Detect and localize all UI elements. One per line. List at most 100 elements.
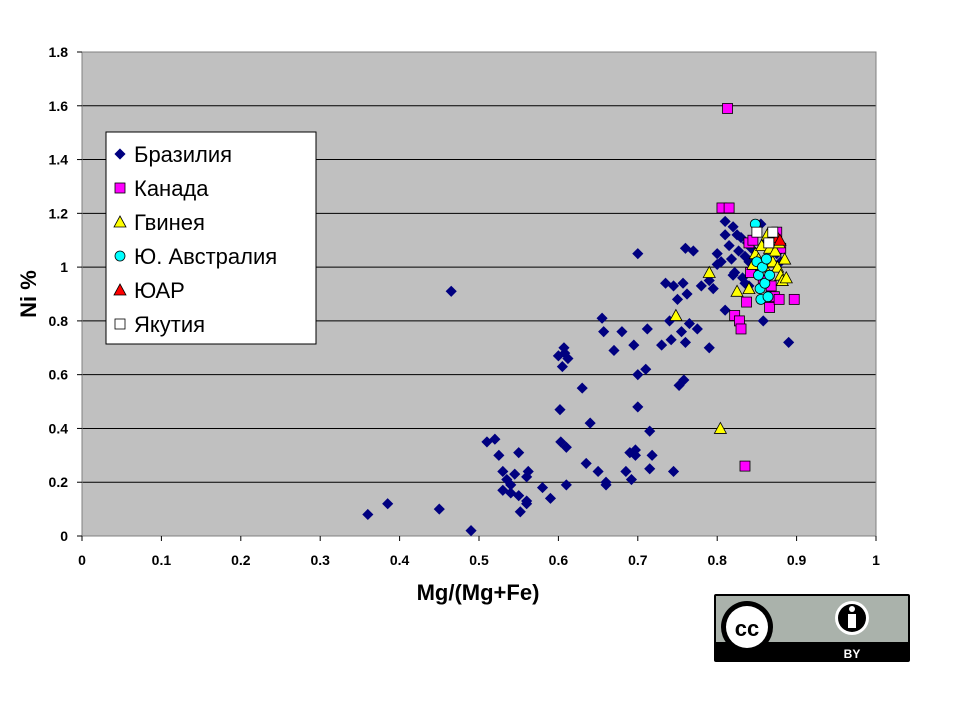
legend-label: Канада	[134, 176, 209, 201]
data-point	[598, 326, 610, 338]
data-point	[741, 296, 752, 308]
data-point	[667, 465, 680, 478]
data-point	[691, 323, 703, 335]
x-tick-label: 0	[78, 552, 86, 568]
data-point	[608, 344, 620, 357]
data-point	[762, 291, 774, 303]
data-point	[723, 202, 735, 214]
data-point	[616, 326, 628, 338]
data-point	[757, 315, 769, 327]
data-point	[465, 525, 477, 537]
data-point	[433, 503, 445, 515]
data-point	[521, 495, 533, 507]
data-point	[722, 103, 733, 114]
data-point	[703, 274, 715, 287]
legend: Бразилия Канада Гвинея Ю. Австралия ЮАР Якути…	[105, 131, 317, 345]
data-point	[632, 401, 644, 413]
data-point	[584, 417, 596, 429]
x-tick-label: 0.1	[152, 552, 172, 568]
data-point	[723, 240, 735, 252]
data-point	[667, 280, 680, 292]
data-point	[779, 271, 793, 284]
data-point	[675, 326, 688, 338]
data-point	[719, 229, 731, 241]
data-point	[715, 256, 727, 268]
data-point	[711, 248, 723, 260]
data-point	[707, 283, 719, 295]
data-point	[702, 265, 716, 278]
data-point	[514, 506, 526, 518]
data-point	[665, 334, 677, 346]
data-point	[445, 285, 457, 297]
data-point	[562, 352, 574, 365]
data-point	[560, 441, 572, 453]
data-point	[703, 342, 715, 354]
data-point	[554, 404, 566, 416]
data-point	[735, 231, 747, 244]
data-point	[505, 487, 517, 499]
data-point	[362, 508, 374, 521]
data-point	[764, 269, 776, 281]
data-point	[764, 302, 776, 313]
y-tick-label: 1.4	[49, 152, 69, 168]
data-point	[576, 382, 588, 394]
data-point	[629, 444, 641, 456]
data-point	[679, 336, 692, 348]
y-tick-label: 0.4	[49, 420, 69, 436]
data-point	[544, 492, 557, 504]
data-point	[513, 447, 525, 459]
legend-marker	[114, 318, 126, 330]
x-axis-ticks: 0 0.1 0.2 0.3 0.4 0.5 0.6 0.7 0.8 0.9 1	[78, 536, 880, 568]
legend-box	[105, 131, 317, 345]
data-point	[493, 449, 505, 461]
series-5	[751, 226, 779, 249]
data-point	[580, 457, 592, 469]
data-point	[767, 226, 779, 238]
data-points	[362, 103, 800, 537]
data-point	[735, 323, 747, 335]
data-point	[768, 244, 782, 257]
data-point	[536, 482, 549, 494]
x-tick-label: 0.7	[628, 552, 648, 568]
x-tick-label: 0.3	[310, 552, 330, 568]
data-point	[620, 465, 632, 478]
data-point	[509, 468, 521, 480]
x-tick-label: 0.9	[787, 552, 807, 568]
data-point	[489, 433, 501, 445]
data-point	[660, 277, 672, 289]
data-point	[555, 436, 567, 448]
data-point	[646, 449, 658, 461]
data-point	[773, 293, 785, 305]
data-point	[788, 293, 800, 305]
data-point	[725, 253, 738, 265]
data-point	[695, 280, 707, 292]
data-point	[687, 245, 699, 257]
data-point	[644, 463, 656, 475]
data-point	[681, 288, 693, 300]
y-tick-label: 0.8	[49, 313, 69, 329]
x-tick-label: 0.8	[707, 552, 727, 568]
data-point	[628, 339, 640, 351]
data-point	[632, 369, 644, 381]
data-point	[727, 269, 739, 281]
x-tick-label: 0.5	[469, 552, 489, 568]
cc-by-icon: cc BY	[714, 594, 910, 662]
data-point	[481, 436, 493, 448]
data-point	[678, 374, 690, 386]
legend-marker	[114, 250, 126, 262]
data-point	[625, 473, 638, 486]
data-point	[497, 465, 509, 478]
legend-marker	[113, 215, 127, 228]
data-point	[739, 460, 751, 472]
data-point	[656, 339, 668, 351]
data-point	[513, 490, 525, 502]
data-point	[783, 336, 795, 348]
data-point	[778, 252, 792, 265]
x-tick-label: 0.6	[549, 552, 569, 568]
y-tick-label: 0	[60, 528, 68, 544]
data-point	[719, 304, 731, 316]
legend-marker	[114, 148, 126, 160]
license-label: BY	[844, 647, 861, 661]
legend-marker	[113, 283, 127, 296]
